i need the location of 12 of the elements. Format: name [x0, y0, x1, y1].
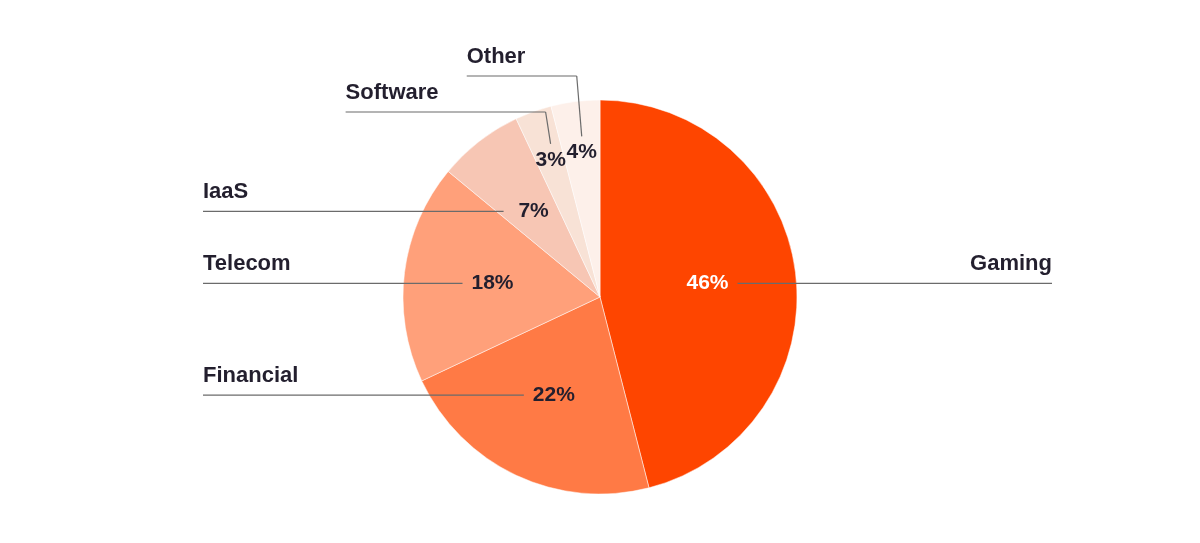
data-label: 4% — [566, 139, 598, 163]
slice-label: Telecom — [203, 250, 291, 276]
slice-label: Gaming — [970, 250, 1052, 276]
slice-label: Financial — [203, 362, 299, 388]
data-label: 7% — [518, 198, 550, 222]
data-label: 46% — [686, 270, 729, 294]
slice-label: Software — [345, 79, 439, 104]
data-label: 18% — [471, 270, 514, 294]
data-label: 3% — [535, 146, 567, 170]
slice-label: Other — [466, 43, 526, 68]
data-label: 22% — [532, 382, 576, 406]
slice-label: IaaS — [203, 178, 249, 204]
